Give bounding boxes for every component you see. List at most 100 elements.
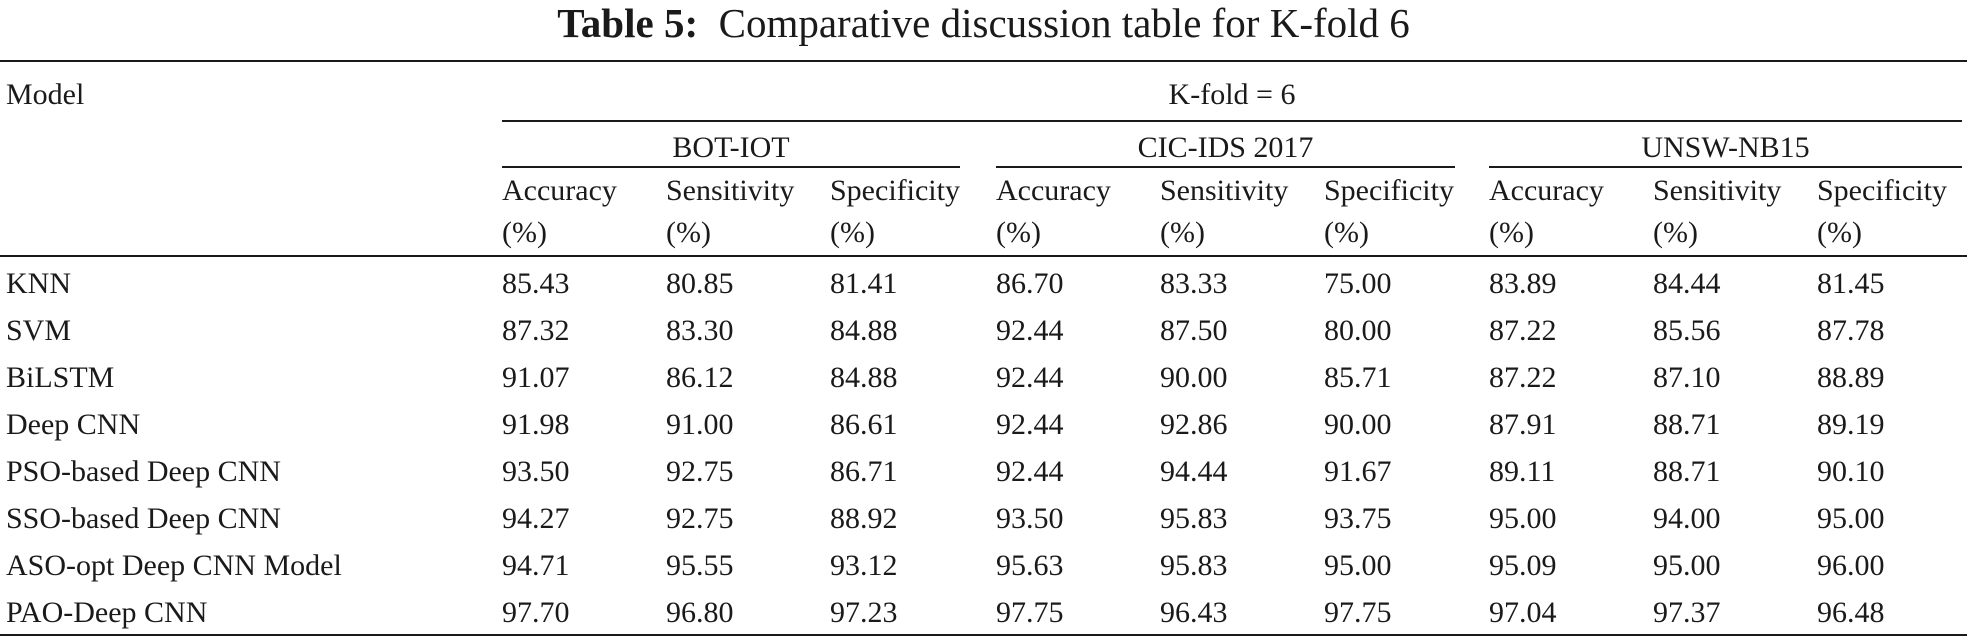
table-cell: 95.00 [1489, 502, 1557, 535]
table-cell: 87.10 [1653, 361, 1721, 394]
top-rule [0, 60, 1967, 62]
table-cell: 85.71 [1324, 361, 1392, 394]
table-cell: 90.00 [1160, 361, 1228, 394]
table-cell: 83.30 [666, 314, 734, 347]
table-cell: 96.48 [1817, 596, 1885, 629]
table-cell: 94.00 [1653, 502, 1721, 535]
table-cell: 88.89 [1817, 361, 1885, 394]
table-cell: 80.00 [1324, 314, 1392, 347]
table-cell: 90.00 [1324, 408, 1392, 441]
table-cell: 91.67 [1324, 455, 1392, 488]
dataset-rule-2 [996, 166, 1455, 168]
table-cell: 97.75 [996, 596, 1064, 629]
metric-unit: (%) [1653, 216, 1698, 249]
table-cell: 95.00 [1817, 502, 1885, 535]
table-cell: 93.50 [996, 502, 1064, 535]
dataset-header-cic-ids-2017: CIC-IDS 2017 [1137, 131, 1314, 164]
table-cell: 92.86 [1160, 408, 1228, 441]
table-cell: 96.80 [666, 596, 734, 629]
table-cell: 95.55 [666, 549, 734, 582]
table-cell: 87.22 [1489, 361, 1557, 394]
row-model-name: Deep CNN [6, 408, 141, 441]
table-cell: 84.44 [1653, 267, 1721, 300]
table-cell: 85.43 [502, 267, 570, 300]
table-cell: 92.44 [996, 361, 1064, 394]
kfold-header: K-fold = 6 [1168, 78, 1296, 111]
table-cell: 86.12 [666, 361, 734, 394]
table-cell: 93.75 [1324, 502, 1392, 535]
table-cell: 92.75 [666, 455, 734, 488]
table-cell: 96.00 [1817, 549, 1885, 582]
table-cell: 86.61 [830, 408, 898, 441]
row-model-name: KNN [6, 267, 71, 300]
table-cell: 89.11 [1489, 455, 1556, 488]
table-cell: 97.23 [830, 596, 898, 629]
table-cell: 86.71 [830, 455, 898, 488]
table-cell: 91.98 [502, 408, 570, 441]
header-bottom-rule [0, 255, 1967, 257]
table-cell: 81.45 [1817, 267, 1885, 300]
metric-header-sensitivity: Sensitivity [1160, 174, 1289, 207]
model-column-header: Model [6, 78, 85, 111]
table-cell: 88.92 [830, 502, 898, 535]
table-cell: 81.41 [830, 267, 898, 300]
table-cell: 94.71 [502, 549, 570, 582]
table-cell: 95.83 [1160, 502, 1228, 535]
metric-header-accuracy: Accuracy [996, 174, 1111, 207]
metric-unit: (%) [830, 216, 875, 249]
table-cell: 89.19 [1817, 408, 1885, 441]
table-cell: 91.07 [502, 361, 570, 394]
table-cell: 83.89 [1489, 267, 1557, 300]
row-model-name: BiLSTM [6, 361, 115, 394]
table-cell: 84.88 [830, 361, 898, 394]
table-caption-title: Comparative discussion table for K-fold … [718, 0, 1410, 46]
table-cell: 94.44 [1160, 455, 1228, 488]
metric-header-sensitivity: Sensitivity [666, 174, 795, 207]
table-cell: 83.33 [1160, 267, 1228, 300]
kfold-rule [502, 120, 1962, 122]
table-cell: 92.44 [996, 455, 1064, 488]
table-caption-label: Table 5: [557, 0, 699, 46]
metric-header-specificity: Specificity [830, 174, 960, 207]
table-cell: 87.91 [1489, 408, 1557, 441]
metric-header-accuracy: Accuracy [502, 174, 617, 207]
metric-header-accuracy: Accuracy [1489, 174, 1604, 207]
table-cell: 95.09 [1489, 549, 1557, 582]
table-cell: 97.04 [1489, 596, 1557, 629]
dataset-rule-3 [1489, 166, 1962, 168]
dataset-rule-1 [502, 166, 960, 168]
table-cell: 94.27 [502, 502, 570, 535]
metric-unit: (%) [1324, 216, 1369, 249]
table-cell: 90.10 [1817, 455, 1885, 488]
row-model-name: PSO-based Deep CNN [6, 455, 281, 488]
table-cell: 92.75 [666, 502, 734, 535]
metric-unit: (%) [502, 216, 547, 249]
table-cell: 84.88 [830, 314, 898, 347]
metric-unit: (%) [1817, 216, 1862, 249]
bottom-rule [0, 634, 1967, 636]
table-cell: 85.56 [1653, 314, 1721, 347]
row-model-name: PAO-Deep CNN [6, 596, 208, 629]
table-cell: 97.75 [1324, 596, 1392, 629]
metric-unit: (%) [666, 216, 711, 249]
metric-header-sensitivity: Sensitivity [1653, 174, 1782, 207]
table-caption: Table 5: Comparative discussion table fo… [0, 0, 1967, 46]
table-cell: 96.43 [1160, 596, 1228, 629]
table-cell: 87.32 [502, 314, 570, 347]
table-cell: 87.78 [1817, 314, 1885, 347]
table-cell: 95.00 [1324, 549, 1392, 582]
table-cell: 88.71 [1653, 408, 1721, 441]
table-cell: 95.00 [1653, 549, 1721, 582]
dataset-header-bot-iot: BOT-IOT [672, 131, 790, 164]
dataset-header-unsw-nb15: UNSW-NB15 [1641, 131, 1810, 164]
table-cell: 92.44 [996, 314, 1064, 347]
metric-unit: (%) [1160, 216, 1205, 249]
metric-unit: (%) [996, 216, 1041, 249]
table-cell: 95.63 [996, 549, 1064, 582]
row-model-name: ASO-opt Deep CNN Model [6, 549, 342, 582]
table-cell: 91.00 [666, 408, 734, 441]
table-cell: 86.70 [996, 267, 1064, 300]
table-cell: 93.12 [830, 549, 898, 582]
table-cell: 80.85 [666, 267, 734, 300]
table-cell: 75.00 [1324, 267, 1392, 300]
